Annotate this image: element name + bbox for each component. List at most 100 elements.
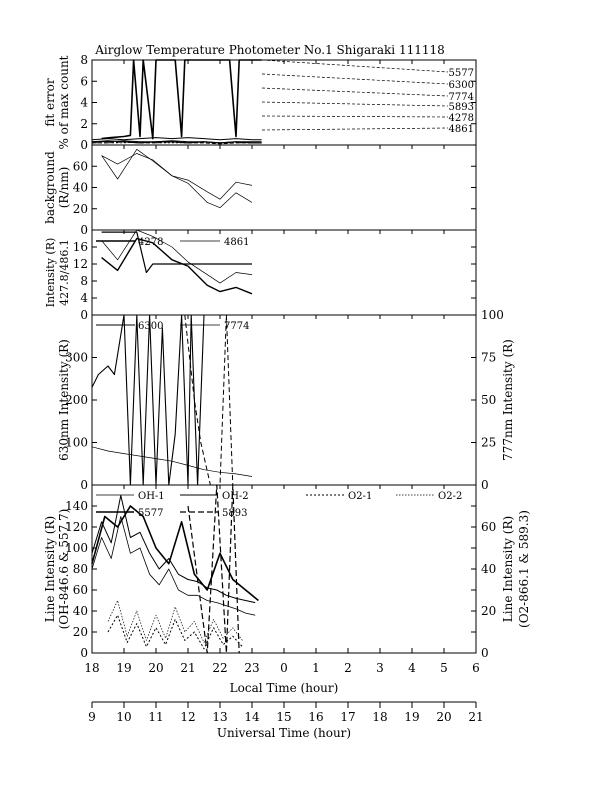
panel-5-series-O2-2: [107, 600, 243, 643]
panel-4-ytick-label: 300: [65, 351, 88, 365]
panel-1-legend-5577: 5577: [449, 68, 474, 79]
panel-3-legend-label: 4278: [138, 237, 163, 248]
panel-3-series-line-2: [101, 231, 252, 274]
local-time-tick-label: 1: [312, 661, 320, 675]
panel-5-legend-label: OH-1: [138, 491, 165, 502]
panel-5-ytick-label-right: 40: [481, 562, 496, 576]
local-time-tick-label: 5: [440, 661, 448, 675]
panel-3-ytick-label: 0: [80, 308, 88, 322]
panel-5-ylabel: Line Intensity (R): [43, 516, 57, 622]
panel-5-ytick-label: 140: [65, 499, 88, 513]
panel-4-legend-label: 6300: [138, 321, 163, 332]
panel-1-legend-4861: 4861: [449, 124, 474, 135]
panel-5-legend-label: OH-2: [222, 491, 249, 502]
local-time-tick-label: 4: [408, 661, 416, 675]
panel-1-legend-4278: 4278: [449, 113, 474, 124]
panel-1-legend-leader: [261, 73, 449, 85]
panel-5-ytick-label: 60: [73, 583, 88, 597]
panel-1-series-4861: [92, 141, 262, 144]
universal-time-tick-label: 13: [212, 710, 227, 724]
panel-1-legend-leader: [261, 59, 449, 73]
panel-2-ytick-label: 20: [73, 202, 88, 216]
panel-4-series-7774: [91, 446, 253, 477]
panel-5-ytick-label-right: 0: [481, 646, 489, 660]
panel-4-frame: [91, 314, 477, 486]
local-time-tick-label: 22: [212, 661, 227, 675]
panel-4-ytick-label-right: 50: [481, 393, 496, 407]
chart-title: Airglow Temperature Photometer No.1 Shig…: [94, 43, 445, 57]
panel-1-legend-leader: [261, 115, 449, 118]
universal-time-tick-label: 9: [88, 710, 96, 724]
panel-5-ytick-label: 80: [73, 562, 88, 576]
universal-time-tick-label: 11: [148, 710, 163, 724]
panel-2-ylabel: (R/nm): [57, 167, 71, 209]
panel-5-ytick-label-right: 20: [481, 604, 496, 618]
local-time-tick-label: 6: [472, 661, 480, 675]
panel-3-ytick-label: 4: [80, 291, 88, 305]
panel-5-ylabel-right: Line Intensity (R): [501, 516, 515, 622]
panel-1-series-5577: [101, 59, 262, 140]
local-time-tick-label: 0: [280, 661, 288, 675]
panel-4-ytick-label-right: 25: [481, 436, 496, 450]
panel-2-ylabel: background: [43, 151, 57, 224]
panel-3-ytick-label: 8: [80, 274, 88, 288]
panel-1-ytick-label: 0: [80, 138, 88, 152]
panel-5-series-5577: [91, 505, 259, 602]
panel-4-ytick-label-right: 75: [481, 351, 496, 365]
panel-4-series-line-2: [184, 314, 240, 486]
panel-4-ylabel: 630nm Intensity (R): [57, 339, 71, 461]
universal-time-tick-label: 10: [116, 710, 131, 724]
panel-3-series-4278: [101, 237, 253, 295]
panel-5-legend-label: 5893: [222, 508, 247, 519]
panel-2-ytick-label: 40: [73, 181, 88, 195]
panel-5-ytick-label: 100: [65, 541, 88, 555]
panel-4-legend-label: 7774: [224, 321, 249, 332]
panel-5-series-O2-1: [107, 614, 243, 650]
panel-1-series-6300: [91, 137, 262, 141]
panel-2-series-upper: [101, 148, 253, 200]
local-time-tick-label: 23: [244, 661, 259, 675]
panel-1-legend-6300: 6300: [449, 80, 474, 91]
universal-time-tick-label: 14: [244, 710, 260, 724]
universal-time-tick-label: 18: [372, 710, 387, 724]
panel-1-legend-leader: [261, 127, 449, 131]
panel-5-ytick-label-right: 60: [481, 520, 496, 534]
panel-4-ytick-label: 0: [80, 478, 88, 492]
local-time-tick-label: 21: [180, 661, 195, 675]
panel-3-ytick-label: 16: [73, 240, 88, 254]
panel-5-ytick-label: 0: [80, 646, 88, 660]
panel-1-ylabel: fit error: [43, 78, 57, 126]
panel-5-legend-label: O2-2: [438, 491, 462, 502]
panel-3-ytick-label: 12: [73, 257, 88, 271]
panel-3-legend-label: 4861: [224, 237, 249, 248]
panel-1-legend-leader: [261, 87, 449, 97]
panel-3-series-4861: [101, 229, 253, 284]
panel-4-series-6300: [91, 314, 205, 486]
panel-1-series-4278: [91, 140, 262, 144]
universal-time-axis-label: Universal Time (hour): [217, 726, 351, 740]
panel-2-ytick-label: 60: [73, 159, 88, 173]
panel-5-ytick-label: 40: [73, 604, 88, 618]
panel-5-series-5893: [187, 484, 240, 654]
local-time-tick-label: 3: [376, 661, 384, 675]
panel-1-ytick-label: 8: [80, 53, 88, 67]
universal-time-tick-label: 16: [308, 710, 323, 724]
panel-1-legend-leader: [261, 101, 449, 107]
panel-5-ylabel-right: (O2-866.1 & 589.3): [517, 510, 531, 628]
panel-4-ytick-label-right: 100: [481, 308, 504, 322]
panel-1-ylabel: % of max count: [57, 55, 71, 149]
local-time-tick-label: 2: [344, 661, 352, 675]
panel-5-ytick-label: 120: [65, 520, 88, 534]
panel-4-ytick-label: 200: [65, 393, 88, 407]
universal-time-tick-label: 15: [276, 710, 291, 724]
panel-3-ylabel: 427.8/486.1: [58, 239, 71, 306]
local-time-tick-label: 19: [116, 661, 131, 675]
universal-time-tick-label: 12: [180, 710, 195, 724]
local-time-tick-label: 18: [84, 661, 99, 675]
panel-1-legend-5893: 5893: [449, 102, 474, 113]
local-time-tick-label: 20: [148, 661, 163, 675]
panel-2-series-lower: [101, 153, 253, 209]
universal-time-tick-label: 21: [468, 710, 483, 724]
panel-4-ylabel-right: 777nm Intensity (R): [501, 339, 515, 461]
